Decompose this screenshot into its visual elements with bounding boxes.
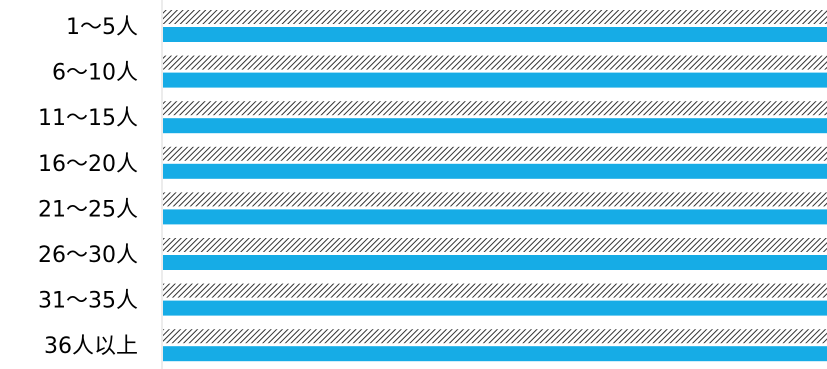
hatched-bar [163, 329, 827, 344]
category-label: 6〜10人 [52, 61, 138, 86]
solid-bar [163, 118, 827, 134]
solid-bar [163, 300, 827, 316]
solid-bar [163, 346, 827, 362]
solid-bar [163, 72, 827, 88]
solid-bar [163, 255, 827, 270]
category-label: 16〜20人 [38, 152, 138, 177]
hatched-bar [163, 192, 827, 207]
hatched-bar [163, 101, 827, 116]
category-label: 26〜30人 [38, 243, 138, 268]
solid-bar [163, 27, 827, 42]
category-label: 36人以上 [44, 334, 138, 359]
solid-bar [163, 209, 827, 225]
hatched-bar [163, 55, 827, 70]
hatched-bar [163, 10, 827, 24]
solid-bar [163, 163, 827, 179]
category-label: 21〜25人 [38, 197, 138, 222]
chart-marks: 1〜5人10:4610:246〜10人10:5210:3511〜15人10:53… [38, 10, 827, 362]
hatched-bar [163, 146, 827, 161]
category-label: 11〜15人 [38, 106, 138, 131]
category-label: 31〜35人 [38, 289, 138, 314]
category-label: 1〜5人 [66, 15, 138, 40]
hatched-bar [163, 238, 827, 252]
hatched-bar [163, 283, 827, 298]
